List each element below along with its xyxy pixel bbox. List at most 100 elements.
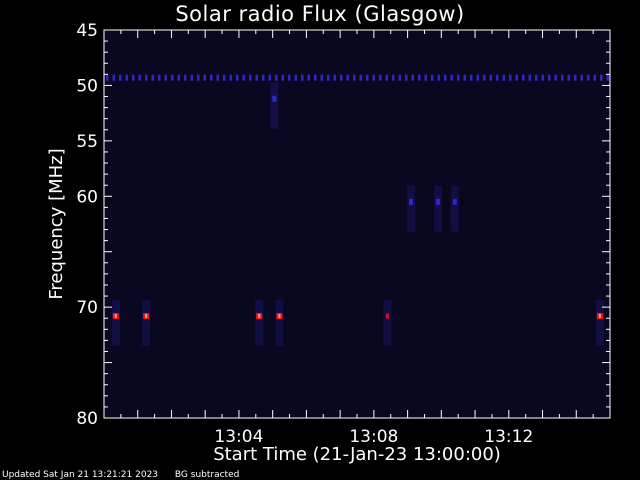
band-dash xyxy=(561,74,564,81)
band-dash xyxy=(379,74,382,81)
band-dash xyxy=(333,74,336,81)
band-dash xyxy=(138,74,141,81)
bg-note: BG subtracted xyxy=(174,470,240,480)
x-tick-label: 13:12 xyxy=(484,427,533,447)
band-dash xyxy=(450,74,453,81)
band-dash xyxy=(411,74,414,81)
band-dash xyxy=(203,74,206,81)
burst-spot-9 xyxy=(433,185,442,232)
band-dash xyxy=(294,74,297,81)
burst-halo xyxy=(270,82,279,129)
burst-highlight xyxy=(278,314,281,319)
band-dash xyxy=(242,74,245,81)
band-dash xyxy=(359,74,362,81)
y-tick-label: 70 xyxy=(76,298,98,318)
band-dash xyxy=(522,74,525,81)
band-dash xyxy=(463,74,466,81)
burst-halo xyxy=(433,185,442,232)
band-dash xyxy=(229,74,232,81)
y-tick-label: 45 xyxy=(76,21,98,41)
x-axis-label: Start Time (21-Jan-23 13:00:00) xyxy=(213,444,501,465)
band-dash xyxy=(457,74,460,81)
burst-spot-10 xyxy=(450,185,459,232)
band-dash xyxy=(119,74,122,81)
burst-highlight xyxy=(258,314,261,319)
burst-halo xyxy=(142,300,151,347)
band-dash xyxy=(177,74,180,81)
x-tick-label: 13:04 xyxy=(214,427,263,447)
footer: Updated Sat Jan 21 13:21:21 2023 BG subt… xyxy=(2,470,253,480)
burst-highlight xyxy=(114,314,117,319)
burst-spot-7 xyxy=(270,82,279,129)
band-dash xyxy=(489,74,492,81)
band-dash xyxy=(385,74,388,81)
x-tick-label: 13:08 xyxy=(349,427,398,447)
band-dash xyxy=(509,74,512,81)
band-dash xyxy=(372,74,375,81)
band-dash xyxy=(340,74,343,81)
burst-spot-3 xyxy=(255,300,264,347)
burst-halo xyxy=(595,300,604,347)
burst-core xyxy=(272,95,277,102)
band-dash xyxy=(554,74,557,81)
band-dash xyxy=(600,74,603,81)
band-dash xyxy=(424,74,427,81)
band-dash xyxy=(496,74,499,81)
band-dash xyxy=(125,74,128,81)
band-dash xyxy=(236,74,239,81)
band-dash xyxy=(476,74,479,81)
band-dash xyxy=(606,74,609,81)
burst-core xyxy=(385,313,389,319)
band-dash xyxy=(567,74,570,81)
y-tick-label: 50 xyxy=(76,76,98,96)
band-dash xyxy=(275,74,278,81)
burst-halo xyxy=(383,300,392,347)
chart-title: Solar radio Flux (Glasgow) xyxy=(175,2,465,26)
band-dash xyxy=(145,74,148,81)
band-dash xyxy=(171,74,174,81)
band-dash xyxy=(346,74,349,81)
band-dash xyxy=(301,74,304,81)
burst-highlight xyxy=(598,314,601,319)
y-tick-label: 80 xyxy=(76,409,98,429)
band-dash xyxy=(587,74,590,81)
band-dash xyxy=(366,74,369,81)
burst-spot-1 xyxy=(111,300,120,347)
band-dash xyxy=(223,74,226,81)
burst-highlight xyxy=(145,314,148,319)
updated-timestamp: Updated Sat Jan 21 13:21:21 2023 xyxy=(2,470,159,480)
y-axis-label: Frequency [MHz] xyxy=(46,148,67,300)
band-dash xyxy=(307,74,310,81)
band-dash xyxy=(470,74,473,81)
band-dash xyxy=(262,74,265,81)
band-dash xyxy=(106,74,109,81)
band-dash xyxy=(444,74,447,81)
band-dash xyxy=(580,74,583,81)
band-dash xyxy=(255,74,258,81)
band-dash xyxy=(483,74,486,81)
band-dash xyxy=(132,74,135,81)
band-dash xyxy=(431,74,434,81)
burst-halo xyxy=(406,185,415,232)
y-tick-label: 60 xyxy=(76,187,98,207)
band-dash xyxy=(327,74,330,81)
band-dash xyxy=(593,74,596,81)
band-dash xyxy=(541,74,544,81)
burst-halo xyxy=(111,300,120,347)
burst-spot-4 xyxy=(275,300,284,347)
band-dash xyxy=(437,74,440,81)
burst-halo xyxy=(275,300,284,347)
band-dash xyxy=(314,74,317,81)
burst-halo xyxy=(450,185,459,232)
band-dash xyxy=(190,74,193,81)
band-dash xyxy=(158,74,161,81)
band-dash xyxy=(353,74,356,81)
band-dash xyxy=(249,74,252,81)
y-tick-label: 55 xyxy=(76,132,98,152)
band-dash xyxy=(184,74,187,81)
band-0 xyxy=(106,74,609,81)
band-dash xyxy=(535,74,538,81)
burst-core xyxy=(408,198,413,205)
band-dash xyxy=(528,74,531,81)
